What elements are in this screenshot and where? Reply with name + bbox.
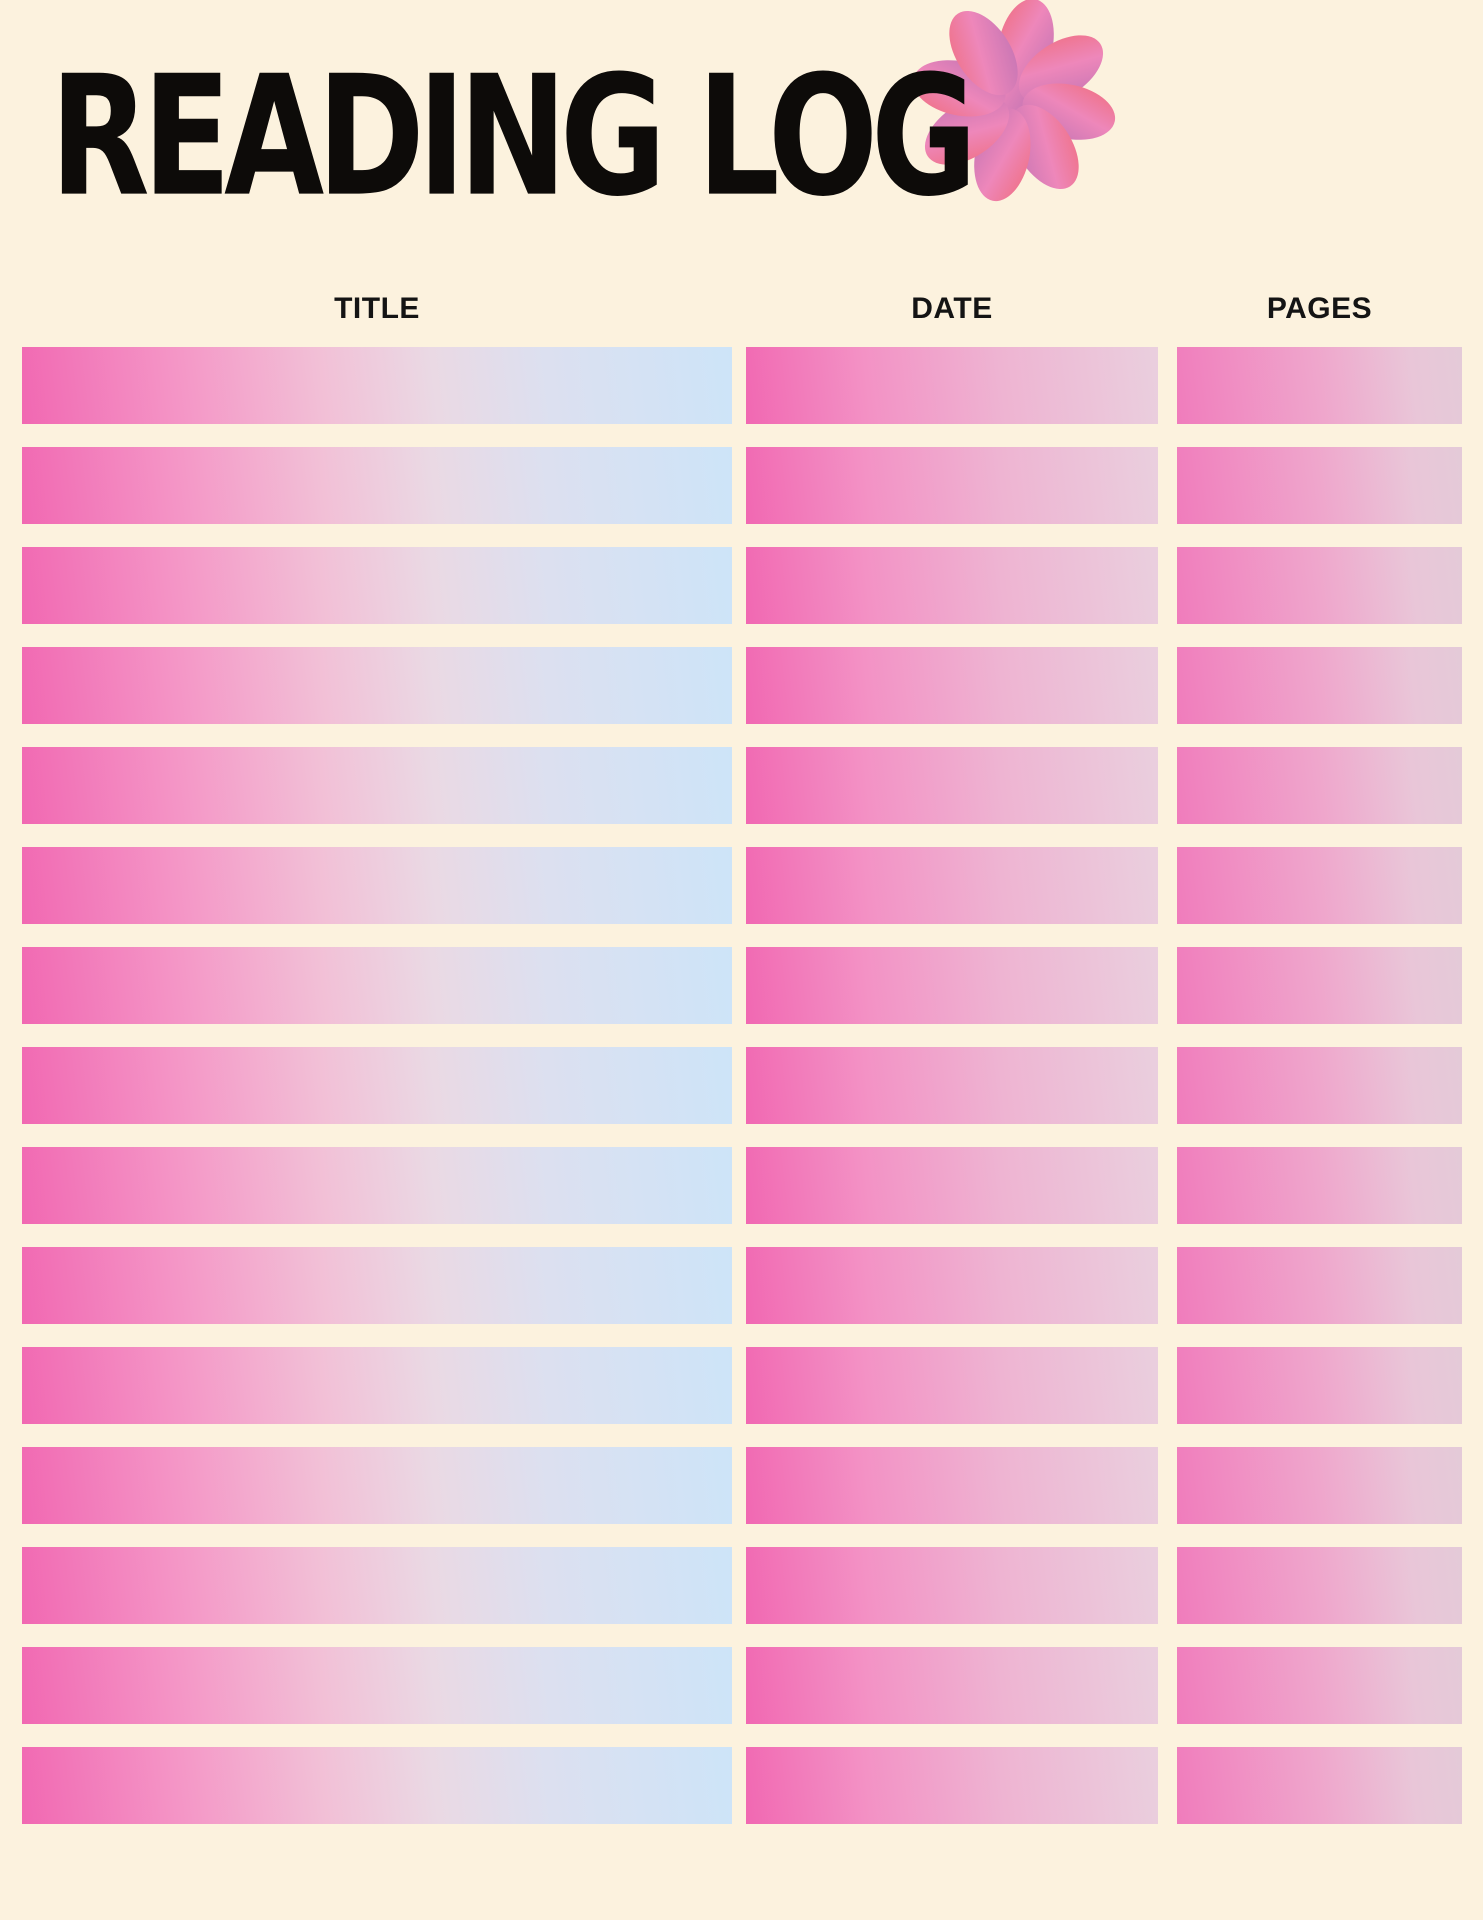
column-header-title: TITLE	[334, 292, 420, 325]
table-row	[22, 347, 1462, 424]
table-row	[22, 547, 1462, 624]
pages-field[interactable]	[1177, 547, 1462, 624]
table-row	[22, 1547, 1462, 1624]
table-body	[22, 347, 1462, 1847]
table-header-row: TITLE DATE PAGES	[22, 292, 1462, 328]
date-field[interactable]	[746, 1147, 1158, 1224]
title-field[interactable]	[22, 1747, 732, 1824]
table-row	[22, 1347, 1462, 1424]
table-row	[22, 447, 1462, 524]
title-field[interactable]	[22, 347, 732, 424]
date-field[interactable]	[746, 947, 1158, 1024]
table-row	[22, 647, 1462, 724]
pages-field[interactable]	[1177, 647, 1462, 724]
title-field[interactable]	[22, 847, 732, 924]
table-row	[22, 1747, 1462, 1824]
title-field[interactable]	[22, 1247, 732, 1324]
pages-field[interactable]	[1177, 1247, 1462, 1324]
pages-field[interactable]	[1177, 1047, 1462, 1124]
pages-field[interactable]	[1177, 847, 1462, 924]
flower-icon	[912, 0, 1116, 202]
pages-field[interactable]	[1177, 1347, 1462, 1424]
pages-field[interactable]	[1177, 1147, 1462, 1224]
table-row	[22, 1647, 1462, 1724]
pages-field[interactable]	[1177, 447, 1462, 524]
date-field[interactable]	[746, 447, 1158, 524]
date-field[interactable]	[746, 1547, 1158, 1624]
date-field[interactable]	[746, 547, 1158, 624]
title-field[interactable]	[22, 947, 732, 1024]
table-row	[22, 747, 1462, 824]
date-field[interactable]	[746, 1747, 1158, 1824]
title-field[interactable]	[22, 447, 732, 524]
date-field[interactable]	[746, 747, 1158, 824]
flower-petals	[912, 0, 1116, 202]
title-field[interactable]	[22, 1047, 732, 1124]
pages-field[interactable]	[1177, 747, 1462, 824]
page-title: READING LOG	[50, 40, 977, 234]
table-row	[22, 1047, 1462, 1124]
title-field[interactable]	[22, 647, 732, 724]
pages-field[interactable]	[1177, 1547, 1462, 1624]
table-row	[22, 1247, 1462, 1324]
column-header-pages: PAGES	[1266, 292, 1373, 325]
table-row	[22, 1447, 1462, 1524]
title-field[interactable]	[22, 1547, 732, 1624]
pages-field[interactable]	[1177, 347, 1462, 424]
date-field[interactable]	[746, 847, 1158, 924]
table-row	[22, 1147, 1462, 1224]
title-field[interactable]	[22, 1647, 732, 1724]
title-field[interactable]	[22, 747, 732, 824]
title-field[interactable]	[22, 1447, 732, 1524]
date-field[interactable]	[746, 1447, 1158, 1524]
date-field[interactable]	[746, 1047, 1158, 1124]
pages-field[interactable]	[1177, 1447, 1462, 1524]
date-field[interactable]	[746, 1647, 1158, 1724]
pages-field[interactable]	[1177, 947, 1462, 1024]
date-field[interactable]	[746, 1347, 1158, 1424]
table-row	[22, 847, 1462, 924]
date-field[interactable]	[746, 347, 1158, 424]
date-field[interactable]	[746, 647, 1158, 724]
pages-field[interactable]	[1177, 1647, 1462, 1724]
table-row	[22, 947, 1462, 1024]
title-field[interactable]	[22, 1347, 732, 1424]
title-field[interactable]	[22, 547, 732, 624]
pages-field[interactable]	[1177, 1747, 1462, 1824]
column-header-date: DATE	[911, 292, 993, 325]
title-field[interactable]	[22, 1147, 732, 1224]
date-field[interactable]	[746, 1247, 1158, 1324]
